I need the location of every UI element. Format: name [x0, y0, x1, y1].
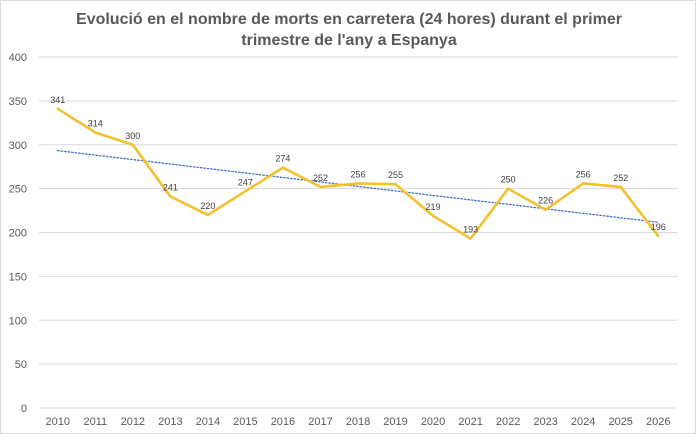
x-tick-label: 2017 — [308, 416, 332, 428]
x-tick-label: 2011 — [83, 416, 107, 428]
data-label: 274 — [275, 154, 290, 164]
series-group — [56, 107, 660, 240]
data-label: 219 — [426, 202, 441, 212]
data-point — [131, 143, 135, 146]
x-tick-label: 2019 — [383, 416, 407, 428]
y-tick-label: 50 — [15, 359, 27, 371]
data-label: 241 — [163, 183, 178, 193]
data-point — [206, 213, 210, 217]
y-tick-label: 400 — [9, 52, 27, 64]
data-point — [319, 185, 322, 189]
x-tick-label: 2021 — [458, 416, 482, 428]
y-tick-label: 100 — [9, 315, 27, 327]
data-point — [657, 234, 660, 238]
data-label: 256 — [576, 169, 591, 179]
x-tick-label: 2025 — [608, 416, 632, 428]
data-label: 255 — [388, 170, 403, 180]
data-point — [469, 237, 472, 240]
data-point — [581, 182, 585, 185]
x-tick-label: 2022 — [496, 416, 520, 428]
data-label: 250 — [501, 175, 516, 185]
y-axis: 0 50 100 150 200 250 300 350 400 — [9, 52, 27, 415]
data-point — [544, 208, 547, 211]
data-label: 247 — [238, 177, 253, 187]
data-label: 341 — [50, 95, 65, 105]
data-point — [169, 195, 172, 198]
data-point — [431, 214, 435, 218]
x-tick-label: 2016 — [271, 416, 295, 428]
data-labels: 341 314 300 241 220 247 274 252 256 255 219 193 250 2… — [50, 95, 666, 235]
data-label: 300 — [125, 131, 140, 141]
x-tick-label: 2014 — [196, 416, 220, 428]
x-tick-label: 2024 — [571, 416, 595, 428]
x-tick-label: 2010 — [46, 416, 70, 428]
data-point — [394, 183, 397, 186]
x-axis: 2010 2011 2012 2013 2014 2015 2016 2017 2018 2019… — [46, 416, 671, 428]
data-label: 252 — [613, 173, 628, 183]
y-tick-label: 250 — [9, 184, 27, 196]
data-point — [356, 182, 360, 185]
data-point — [619, 185, 622, 189]
data-label: 226 — [538, 196, 553, 206]
data-label: 314 — [88, 118, 103, 128]
data-point — [56, 107, 59, 110]
data-label: 252 — [313, 173, 328, 183]
data-label: 256 — [350, 169, 365, 179]
x-tick-label: 2013 — [158, 416, 182, 428]
y-tick-label: 0 — [21, 403, 27, 415]
data-label: 196 — [651, 222, 666, 232]
x-tick-label: 2015 — [233, 416, 257, 428]
y-tick-label: 300 — [9, 140, 27, 152]
data-point — [281, 166, 285, 169]
x-tick-label: 2020 — [421, 416, 445, 428]
x-tick-label: 2023 — [533, 416, 557, 428]
y-tick-label: 200 — [9, 228, 27, 240]
trendline — [57, 149, 659, 223]
y-tick-label: 150 — [9, 271, 27, 283]
x-tick-label: 2026 — [646, 416, 670, 428]
trendline-group — [57, 149, 659, 223]
x-tick-label: 2018 — [346, 416, 370, 428]
data-point — [506, 187, 510, 190]
x-tick-label: 2012 — [121, 416, 145, 428]
data-point — [94, 131, 97, 134]
data-label: 193 — [463, 225, 478, 235]
data-point — [244, 190, 247, 193]
data-label: 220 — [200, 201, 215, 211]
gridlines — [39, 56, 677, 409]
chart-title: Evolució en el nombre de morts en carret… — [76, 11, 622, 49]
y-tick-label: 350 — [9, 96, 27, 108]
